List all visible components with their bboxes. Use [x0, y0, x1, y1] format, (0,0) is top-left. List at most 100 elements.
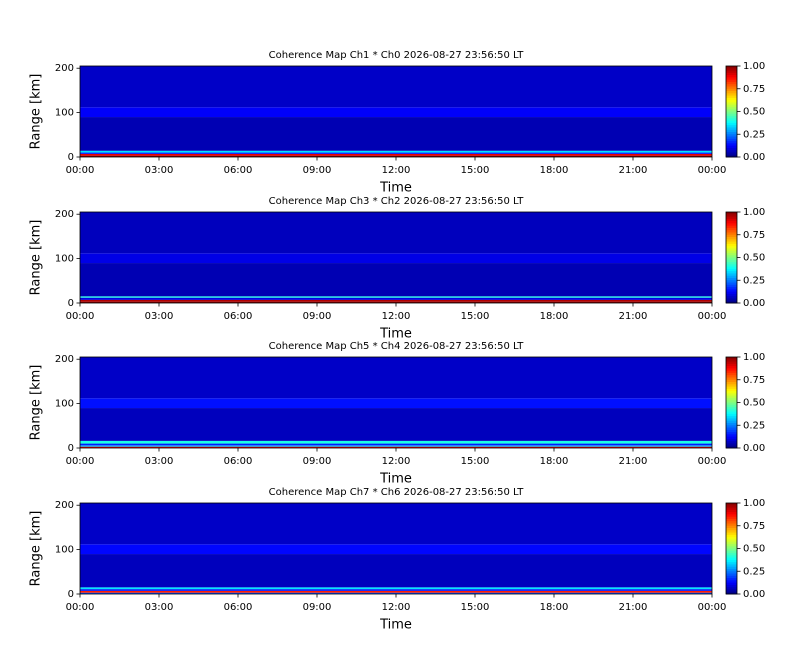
colorbar-segment [726, 397, 737, 401]
colorbar-segment [726, 434, 737, 438]
x-tick-label: 03:00 [145, 602, 174, 613]
x-tick-label: 03:00 [145, 165, 174, 176]
y-tick-label: 100 [55, 108, 74, 119]
heatmap-cell [80, 357, 712, 399]
colorbar-segment [726, 284, 737, 288]
colorbar-tick-label: 0.75 [743, 521, 765, 532]
x-tick-label: 06:00 [224, 602, 253, 613]
colorbar-tick-label: 0.25 [743, 420, 765, 431]
colorbar-tick-label: 0.50 [743, 544, 765, 555]
colorbar-segment [726, 273, 737, 277]
colorbar-segment [726, 287, 737, 290]
y-tick-label: 0 [68, 443, 74, 454]
heatmap-cell [80, 299, 712, 302]
chart-title: Coherence Map Ch3 * Ch2 2026-08-27 23:56… [269, 196, 525, 207]
y-tick-label: 200 [55, 354, 74, 365]
colorbar-segment [726, 366, 737, 369]
colorbar-segment [726, 573, 737, 577]
heatmap-cell [80, 253, 712, 264]
colorbar-segment [726, 237, 737, 240]
colorbar-segment [726, 81, 737, 85]
colorbar-segment [726, 134, 737, 138]
chart-title: Coherence Map Ch5 * Ch4 2026-08-27 23:56… [269, 341, 525, 352]
heatmap-cell [80, 589, 712, 591]
colorbar-segment [726, 227, 737, 231]
colorbar-tick-label: 0.25 [743, 275, 765, 286]
colorbar-segment [726, 534, 737, 538]
colorbar-segment [726, 582, 737, 586]
colorbar-segment [726, 591, 737, 595]
colorbar-segment [726, 277, 737, 281]
colorbar-segment [726, 518, 737, 522]
colorbar-segment [726, 150, 737, 153]
colorbar-segment [726, 587, 737, 590]
colorbar-segment [726, 291, 737, 295]
colorbar-segment [726, 564, 737, 568]
colorbar-segment [726, 443, 737, 447]
y-tick-label: 200 [55, 209, 74, 220]
colorbar-segment [726, 122, 737, 126]
y-tick-label: 100 [55, 399, 74, 410]
colorbar-segment [726, 95, 737, 99]
colorbar-segment [726, 528, 737, 531]
heatmap-cell [80, 408, 712, 441]
colorbar-segment [726, 275, 737, 279]
x-axis-label: Time [379, 472, 412, 487]
x-tick-label: 12:00 [382, 311, 411, 322]
x-axis-label: Time [379, 618, 412, 633]
colorbar-segment [726, 539, 737, 543]
colorbar-segment [726, 246, 737, 249]
colorbar-segment [726, 136, 737, 140]
colorbar-tick-label: 0.00 [743, 298, 765, 309]
colorbar-segment [726, 541, 737, 545]
y-tick-label: 100 [55, 254, 74, 265]
colorbar-tick-label: 0.50 [743, 253, 765, 264]
x-tick-label: 06:00 [224, 311, 253, 322]
colorbar-segment [726, 72, 737, 76]
colorbar-segment [726, 243, 737, 247]
heatmap-cell [80, 117, 712, 151]
x-tick-label: 00:00 [66, 602, 95, 613]
x-tick-label: 06:00 [224, 165, 253, 176]
colorbar-segment [726, 259, 737, 263]
x-tick-label: 00:00 [698, 456, 727, 467]
y-axis-label: Range [km] [29, 511, 44, 587]
colorbar-segment [726, 241, 737, 245]
colorbar-tick-label: 0.75 [743, 230, 765, 241]
heatmap-cell [80, 592, 712, 594]
heatmap-cell [80, 66, 712, 108]
colorbar-segment [726, 116, 737, 119]
colorbar-segment [726, 104, 737, 108]
colorbar-segment [726, 550, 737, 554]
colorbar-segment [726, 154, 737, 158]
colorbar-segment [726, 548, 737, 552]
colorbar-segment [726, 525, 737, 529]
colorbar-tick-label: 0.00 [743, 152, 765, 163]
colorbar-segment [726, 280, 737, 284]
colorbar-segment [726, 571, 737, 575]
colorbar-tick-label: 0.25 [743, 566, 765, 577]
colorbar-segment [726, 125, 737, 128]
colorbar-segment [726, 568, 737, 572]
colorbar-segment [726, 266, 737, 270]
x-tick-label: 00:00 [66, 456, 95, 467]
colorbar-tick-label: 0.25 [743, 129, 765, 140]
x-tick-label: 12:00 [382, 456, 411, 467]
colorbar-segment [726, 359, 737, 363]
colorbar-segment [726, 384, 737, 388]
colorbar-segment [726, 214, 737, 218]
y-tick-label: 200 [55, 500, 74, 511]
colorbar-segment [726, 88, 737, 92]
heatmap-cell [80, 152, 712, 154]
colorbar-segment [726, 505, 737, 509]
colorbar-segment [726, 250, 737, 254]
colorbar-segment [726, 575, 737, 579]
heatmap-cell [80, 446, 712, 448]
colorbar-segment [726, 580, 737, 584]
colorbar-segment [726, 382, 737, 385]
heatmap-cell [80, 301, 712, 303]
heatmap-cell [80, 445, 712, 447]
x-tick-label: 09:00 [303, 165, 332, 176]
colorbar-segment [726, 512, 737, 515]
